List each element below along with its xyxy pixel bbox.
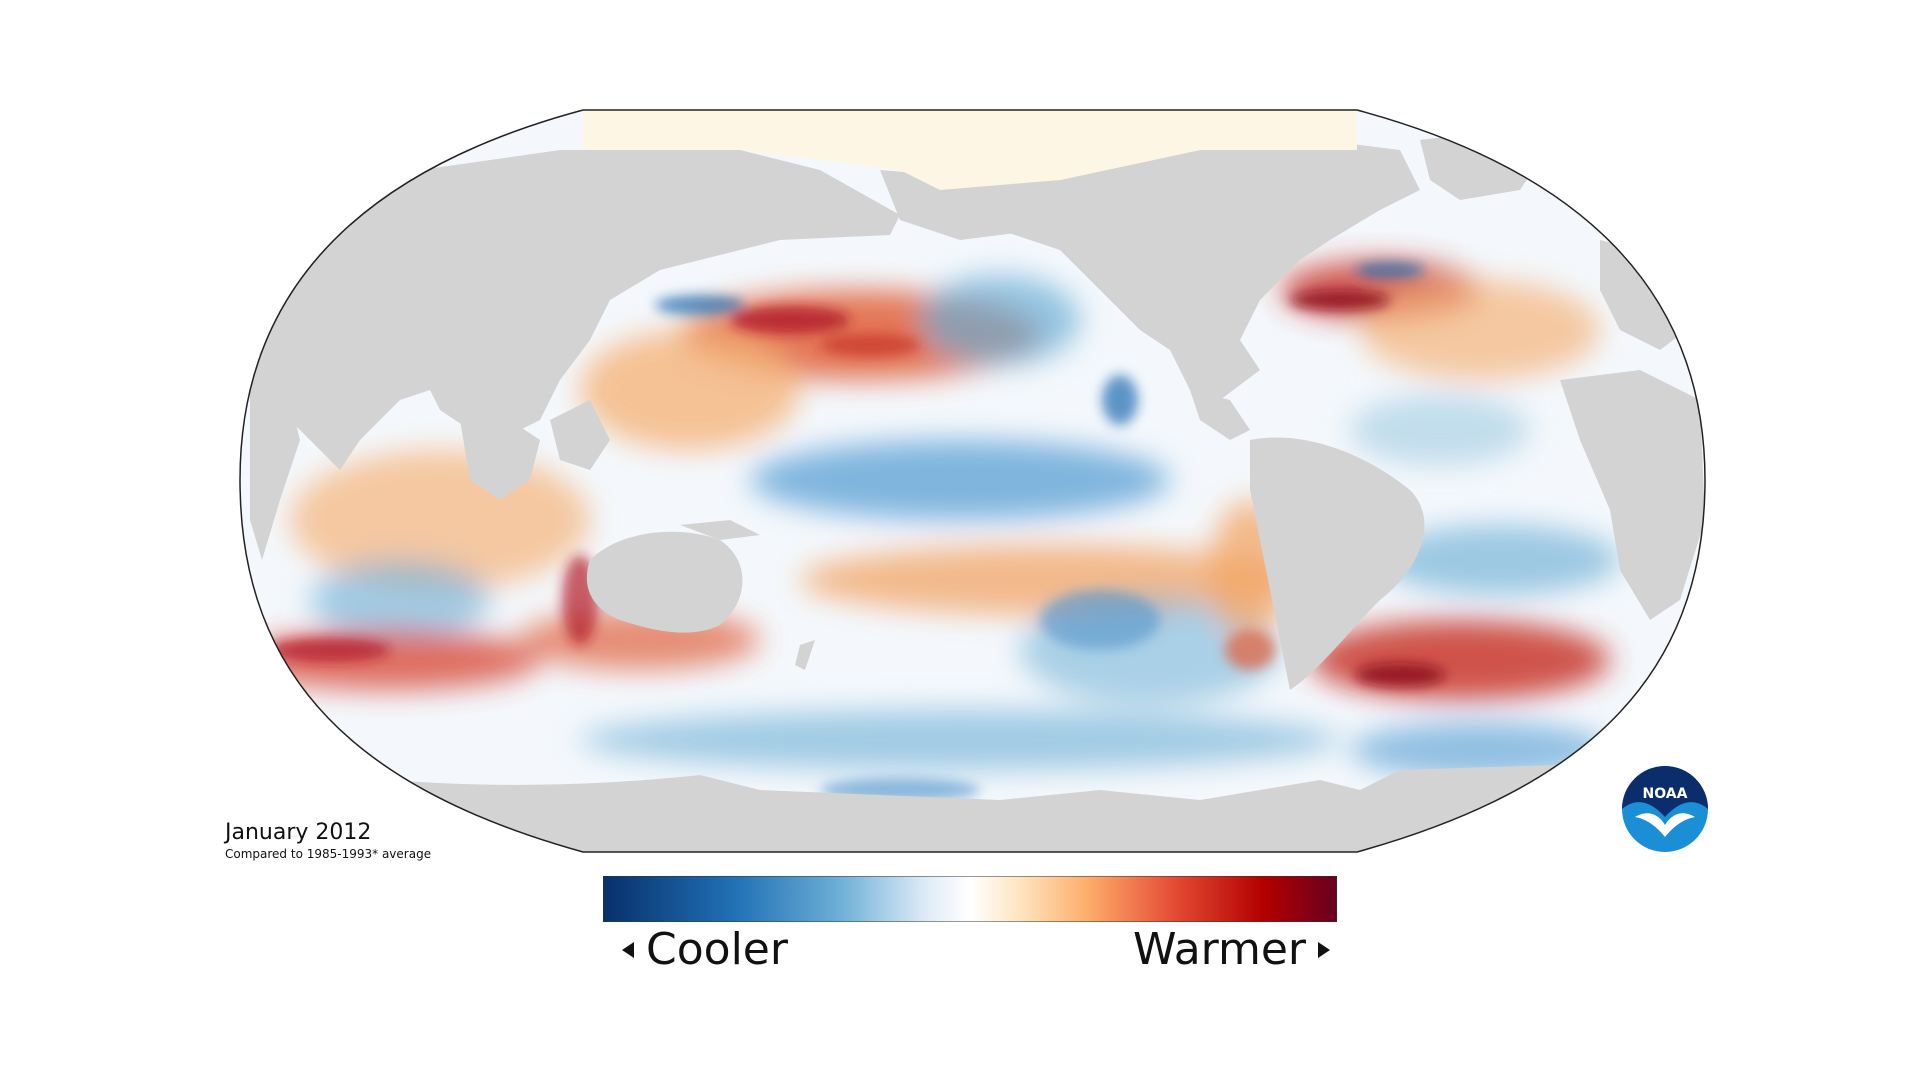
- logo-text: NOAA: [1643, 786, 1688, 802]
- eddy: [820, 333, 920, 357]
- anomaly-gulf-alaska-cool: [920, 275, 1080, 365]
- eddy: [270, 638, 390, 662]
- anomaly-eddies: [270, 262, 1445, 802]
- anomaly-indian-cool: [310, 560, 490, 640]
- land-eurasia-west: [240, 150, 900, 470]
- land-africa-west: [1560, 370, 1705, 620]
- anomaly-equatorial-cool: [750, 440, 1170, 520]
- anomaly-weddell-cool: [1350, 722, 1610, 778]
- land-antarctica: [240, 760, 1705, 852]
- land-central-america: [1190, 390, 1250, 440]
- eddy: [1225, 630, 1275, 670]
- arrow-left-icon: [622, 942, 634, 958]
- eddy: [655, 295, 745, 315]
- map-title: January 2012: [225, 820, 372, 845]
- land-south-asia: [460, 420, 540, 500]
- colorbar: [603, 876, 1337, 922]
- eddy: [1290, 290, 1390, 310]
- anomaly-southern-ocean-cool: [580, 710, 1340, 770]
- eddy: [1355, 663, 1445, 687]
- legend-cooler-label: Cooler: [646, 924, 788, 975]
- land-new-zealand: [795, 640, 815, 670]
- land-new-guinea: [680, 520, 760, 540]
- anomaly-west-pacific-warm: [580, 330, 800, 450]
- eddy: [1355, 262, 1425, 278]
- land-north-america: [920, 140, 1420, 400]
- land-layer: [240, 130, 1705, 852]
- legend-cooler: Cooler: [622, 928, 788, 972]
- ocean-layer: [240, 110, 1705, 852]
- land-southeast-asia: [550, 400, 610, 470]
- arrow-right-icon: [1318, 942, 1330, 958]
- eddy: [1040, 590, 1160, 650]
- logo-top: [1622, 766, 1708, 817]
- noaa-logo: NOAA: [1622, 766, 1708, 852]
- logo-gull-icon: [1635, 813, 1695, 837]
- colorbar-gradient: [603, 876, 1337, 922]
- anomaly-south-atlantic-cool: [1380, 525, 1620, 595]
- land-africa-east: [250, 380, 300, 560]
- anomaly-tropical-atlantic-cool: [1350, 395, 1530, 465]
- legend-warmer-label: Warmer: [1133, 924, 1306, 975]
- map-subtitle: Compared to 1985-1993* average: [225, 847, 432, 861]
- legend-warmer: Warmer: [1133, 928, 1330, 972]
- map-border: [239, 109, 1706, 853]
- anomaly-south-atlantic-hot: [1310, 620, 1610, 700]
- anomaly-north-atlantic-warm: [1360, 280, 1600, 380]
- eddy: [1102, 375, 1138, 425]
- land-australia: [586, 531, 743, 633]
- arctic-ice: [583, 110, 1357, 190]
- land-south-america: [1250, 437, 1425, 690]
- eddy: [730, 306, 850, 334]
